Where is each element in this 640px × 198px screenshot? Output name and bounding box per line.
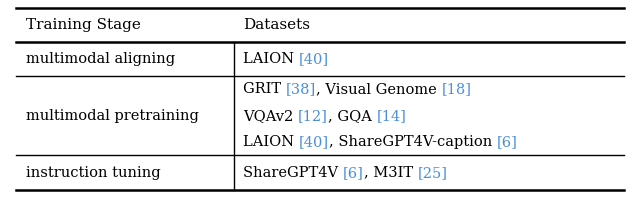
Text: , ShareGPT4V-caption: , ShareGPT4V-caption [329,135,497,149]
Text: multimodal pretraining: multimodal pretraining [26,109,198,123]
Text: [14]: [14] [376,109,406,123]
Text: [40]: [40] [299,135,329,149]
Text: multimodal aligning: multimodal aligning [26,52,175,66]
Text: , GQA: , GQA [328,109,376,123]
Text: instruction tuning: instruction tuning [26,166,160,180]
Text: [6]: [6] [343,166,364,180]
Text: [18]: [18] [442,82,472,96]
Text: ShareGPT4V: ShareGPT4V [243,166,343,180]
Text: LAION: LAION [243,135,299,149]
Text: [6]: [6] [497,135,518,149]
Text: [38]: [38] [286,82,316,96]
Text: VQAv2: VQAv2 [243,109,298,123]
Text: [40]: [40] [299,52,329,66]
Text: [25]: [25] [417,166,447,180]
Text: Datasets: Datasets [243,18,310,32]
Text: Training Stage: Training Stage [26,18,140,32]
Text: GRIT: GRIT [243,82,286,96]
Text: , M3IT: , M3IT [364,166,417,180]
Text: , Visual Genome: , Visual Genome [316,82,442,96]
Text: LAION: LAION [243,52,299,66]
Text: [12]: [12] [298,109,328,123]
